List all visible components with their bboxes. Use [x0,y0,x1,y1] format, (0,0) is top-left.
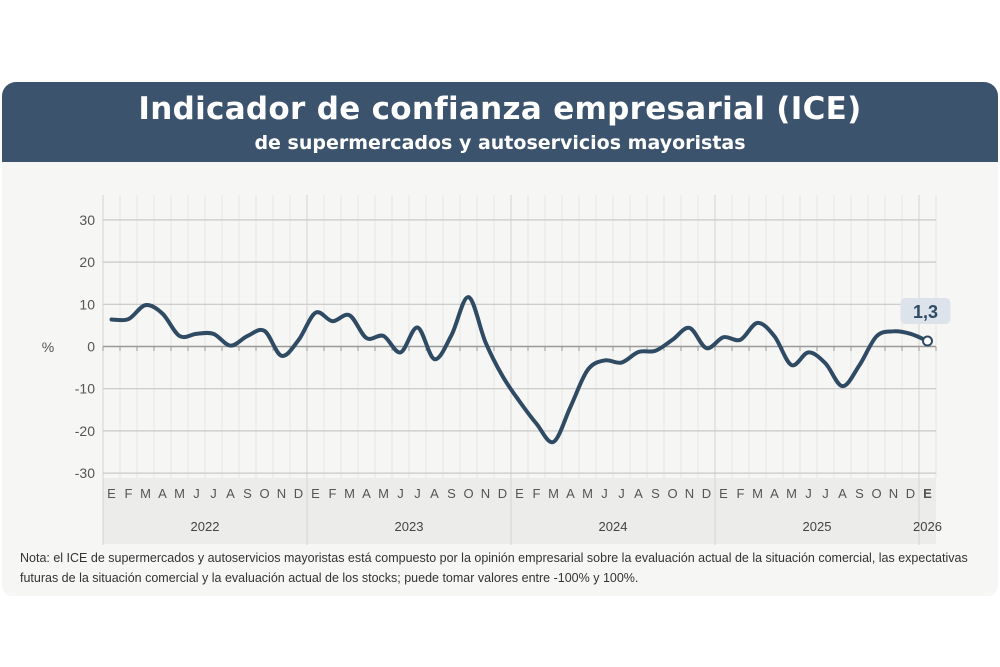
month-label: E [515,486,524,501]
month-label: E [311,486,320,501]
last-value-label: 1,3 [913,302,938,322]
month-label: E [719,486,728,501]
month-label: A [838,486,847,501]
year-label: 2023 [395,519,424,534]
month-label: M [786,486,797,501]
ice-series-line [109,295,930,445]
chart-note: Nota: el ICE de supermercados y autoserv… [20,551,968,585]
month-label: M [378,486,389,501]
month-label: J [805,486,812,501]
month-label: M [548,486,559,501]
month-label: F [737,486,745,501]
month-label: F [125,486,133,501]
month-label: S [651,486,660,501]
y-tick-label: 20 [79,254,95,270]
month-label: N [481,486,490,501]
month-label: O [667,486,677,501]
month-label: J [210,486,217,501]
month-label: A [770,486,779,501]
y-axis-label: % [42,339,54,355]
month-label: N [889,486,898,501]
month-label: M [140,486,151,501]
month-label: A [158,486,167,501]
month-label: S [243,486,252,501]
month-label: S [447,486,456,501]
month-label: A [226,486,235,501]
month-label: M [582,486,593,501]
last-value-marker [922,335,933,347]
month-label: M [752,486,763,501]
y-tick-label: 0 [87,339,95,355]
y-tick-label: -20 [75,423,95,439]
month-label: A [634,486,643,501]
month-label: S [855,486,864,501]
axis-band [103,478,936,544]
month-label: J [601,486,608,501]
month-label: J [397,486,404,501]
year-label: 2025 [803,519,832,534]
month-label: J [822,486,829,501]
year-label: 2022 [191,519,220,534]
chart-header: Indicador de confianza empresarial (ICE)… [2,82,998,162]
month-label: J [618,486,625,501]
month-label: A [430,486,439,501]
month-label: E [107,486,116,501]
month-label: O [871,486,881,501]
y-tick-label: 10 [79,296,95,312]
month-label: E [923,486,932,501]
last-value-badge [900,298,951,325]
month-label: J [193,486,200,501]
month-label: J [414,486,421,501]
month-label: O [463,486,473,501]
month-label: A [362,486,371,501]
chart-title: Indicador de confianza empresarial (ICE) [138,91,862,127]
year-label: 2026 [913,519,942,534]
month-label: D [702,486,711,501]
year-label: 2024 [599,519,628,534]
chart-subtitle: de supermercados y autoservicios mayoris… [254,132,746,154]
month-label: D [906,486,915,501]
month-label: D [294,486,303,501]
y-tick-label: -10 [75,381,95,397]
month-label: N [277,486,286,501]
y-tick-label: -30 [75,465,95,481]
month-label: D [498,486,507,501]
month-label: M [344,486,355,501]
month-label: M [174,486,185,501]
month-label: N [685,486,694,501]
month-label: A [566,486,575,501]
y-tick-label: 30 [79,212,95,228]
month-label: F [329,486,337,501]
month-label: F [533,486,541,501]
month-label: O [259,486,269,501]
